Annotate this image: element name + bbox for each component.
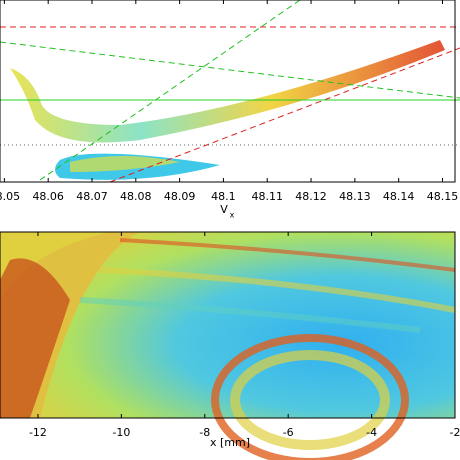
top-frame bbox=[0, 0, 456, 183]
x-tick-label: 48.08 bbox=[120, 190, 152, 203]
x-tick-label: -8 bbox=[199, 426, 210, 439]
x-tick-label: -12 bbox=[29, 426, 47, 439]
x-tick-label: -4 bbox=[366, 426, 377, 439]
x-tick-label: 48.11 bbox=[251, 190, 283, 203]
x-tick-label: 48.13 bbox=[339, 190, 371, 203]
x-tick-label: 48.05 bbox=[0, 190, 20, 203]
x-tick-label: 48.06 bbox=[32, 190, 64, 203]
top-xlabel: V bbox=[220, 203, 228, 216]
x-tick-label: -6 bbox=[283, 426, 294, 439]
bottom-density bbox=[0, 232, 456, 460]
top-xlabel-sub: x bbox=[230, 211, 235, 220]
x-tick-label: 48.12 bbox=[295, 190, 327, 203]
x-tick-label: 48.15 bbox=[427, 190, 459, 203]
x-tick-label: 48.14 bbox=[383, 190, 415, 203]
x-tick-label: 48.1 bbox=[211, 190, 236, 203]
x-tick-label: 48.09 bbox=[164, 190, 196, 203]
x-tick-label: -2 bbox=[450, 426, 460, 439]
bottom-frame bbox=[0, 231, 456, 419]
x-tick-label: 48.07 bbox=[76, 190, 108, 203]
top-density bbox=[0, 0, 460, 183]
bottom-xlabel: x [mm] bbox=[210, 436, 250, 449]
x-tick-label: -10 bbox=[112, 426, 130, 439]
